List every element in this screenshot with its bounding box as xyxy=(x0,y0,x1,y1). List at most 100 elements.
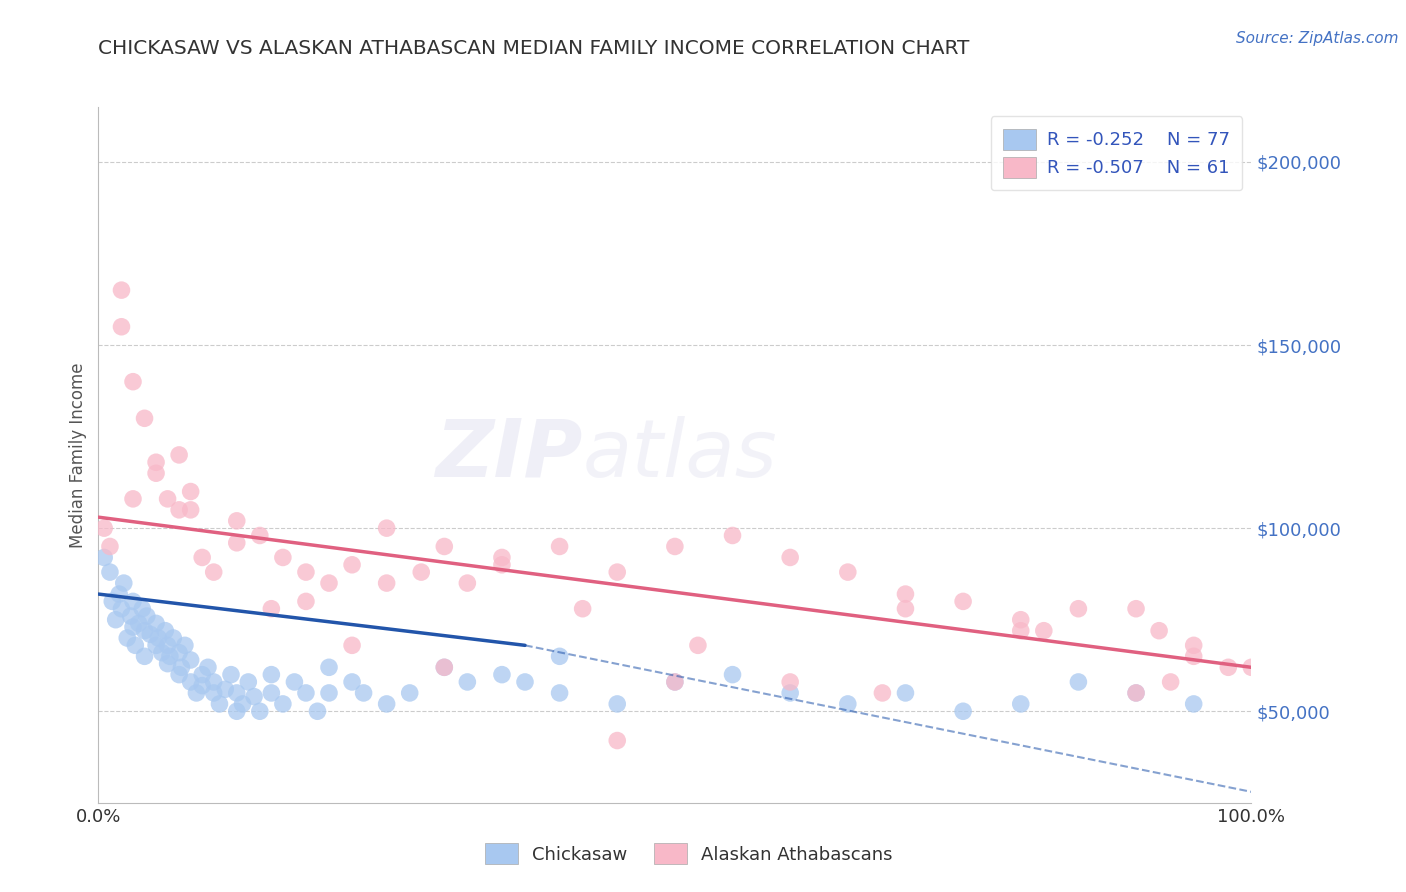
Point xyxy=(225,704,247,718)
Point xyxy=(837,565,859,579)
Point xyxy=(664,675,686,690)
Point xyxy=(139,627,162,641)
Point xyxy=(202,565,225,579)
Point xyxy=(779,550,801,565)
Point xyxy=(156,491,179,506)
Point xyxy=(225,536,247,550)
Point xyxy=(167,646,190,660)
Point xyxy=(145,455,167,469)
Point xyxy=(110,319,132,334)
Point xyxy=(186,686,208,700)
Point xyxy=(148,631,170,645)
Point xyxy=(548,649,571,664)
Point xyxy=(98,565,121,579)
Point xyxy=(271,550,294,565)
Point xyxy=(491,558,513,572)
Point xyxy=(307,704,329,718)
Point xyxy=(156,657,179,671)
Point xyxy=(295,686,318,700)
Point xyxy=(124,638,146,652)
Point xyxy=(101,594,124,608)
Point xyxy=(1010,613,1032,627)
Point xyxy=(145,616,167,631)
Point xyxy=(231,697,254,711)
Point xyxy=(110,601,132,615)
Point xyxy=(340,638,363,652)
Point xyxy=(1182,638,1205,652)
Point xyxy=(180,653,202,667)
Point xyxy=(606,697,628,711)
Point xyxy=(664,540,686,554)
Point xyxy=(191,550,214,565)
Point xyxy=(167,667,190,681)
Point xyxy=(398,686,420,700)
Text: ZIP: ZIP xyxy=(436,416,582,494)
Point xyxy=(180,675,202,690)
Legend: R = -0.252    N = 77, R = -0.507    N = 61: R = -0.252 N = 77, R = -0.507 N = 61 xyxy=(991,116,1243,190)
Point xyxy=(243,690,266,704)
Point xyxy=(894,587,917,601)
Point xyxy=(686,638,709,652)
Point xyxy=(1147,624,1170,638)
Point xyxy=(340,558,363,572)
Point xyxy=(93,521,115,535)
Point xyxy=(122,491,145,506)
Point xyxy=(1182,697,1205,711)
Point xyxy=(150,646,173,660)
Point xyxy=(134,411,156,425)
Point xyxy=(155,624,177,638)
Point xyxy=(260,601,283,615)
Point xyxy=(174,638,197,652)
Point xyxy=(1240,660,1263,674)
Point xyxy=(456,576,478,591)
Point xyxy=(340,675,363,690)
Point xyxy=(162,631,184,645)
Text: CHICKASAW VS ALASKAN ATHABASCAN MEDIAN FAMILY INCOME CORRELATION CHART: CHICKASAW VS ALASKAN ATHABASCAN MEDIAN F… xyxy=(98,39,970,58)
Point xyxy=(108,587,131,601)
Point xyxy=(491,667,513,681)
Point xyxy=(433,540,456,554)
Point xyxy=(1125,601,1147,615)
Point xyxy=(145,467,167,481)
Point xyxy=(606,733,628,747)
Point xyxy=(122,620,145,634)
Point xyxy=(571,601,593,615)
Point xyxy=(167,503,190,517)
Point xyxy=(295,565,318,579)
Point xyxy=(156,638,179,652)
Point xyxy=(548,540,571,554)
Point xyxy=(837,697,859,711)
Point xyxy=(1160,675,1182,690)
Point xyxy=(779,686,801,700)
Point xyxy=(894,686,917,700)
Point xyxy=(208,697,231,711)
Point xyxy=(894,601,917,615)
Point xyxy=(134,624,156,638)
Point xyxy=(433,660,456,674)
Point xyxy=(1125,686,1147,700)
Point xyxy=(131,601,153,615)
Point xyxy=(167,448,190,462)
Point xyxy=(375,697,398,711)
Point xyxy=(411,565,433,579)
Point xyxy=(318,686,340,700)
Point xyxy=(191,667,214,681)
Point xyxy=(110,283,132,297)
Point xyxy=(1067,601,1090,615)
Point xyxy=(491,550,513,565)
Point xyxy=(1010,624,1032,638)
Point xyxy=(1218,660,1240,674)
Point xyxy=(260,667,283,681)
Point xyxy=(159,649,181,664)
Text: Source: ZipAtlas.com: Source: ZipAtlas.com xyxy=(1236,31,1399,46)
Point xyxy=(120,609,142,624)
Point xyxy=(170,660,193,674)
Point xyxy=(1010,697,1032,711)
Point xyxy=(721,667,744,681)
Point xyxy=(197,660,219,674)
Point xyxy=(134,649,156,664)
Point xyxy=(1125,686,1147,700)
Point xyxy=(214,682,236,697)
Point xyxy=(135,609,157,624)
Point xyxy=(202,686,225,700)
